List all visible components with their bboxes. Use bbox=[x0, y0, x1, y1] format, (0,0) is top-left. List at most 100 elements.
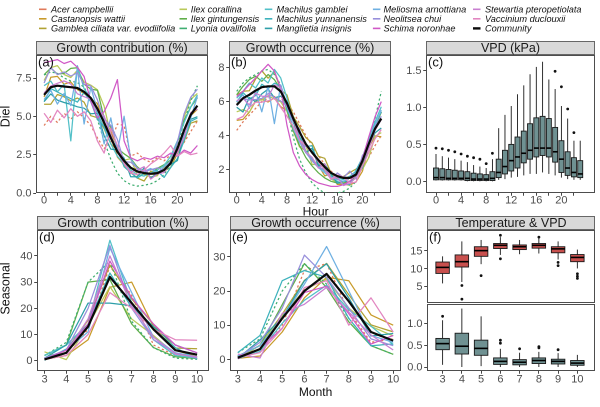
svg-text:9: 9 bbox=[555, 374, 561, 386]
svg-text:Machilus yunnanensis: Machilus yunnanensis bbox=[277, 14, 368, 24]
svg-text:8: 8 bbox=[218, 62, 224, 74]
svg-text:4: 4 bbox=[458, 195, 464, 207]
svg-text:4: 4 bbox=[218, 130, 224, 142]
svg-text:Community: Community bbox=[485, 24, 533, 34]
svg-text:10: 10 bbox=[20, 329, 32, 341]
svg-text:20: 20 bbox=[20, 303, 32, 315]
svg-text:0.0: 0.0 bbox=[407, 362, 422, 374]
svg-text:20: 20 bbox=[171, 195, 183, 207]
svg-text:40: 40 bbox=[20, 250, 32, 262]
svg-text:Hour: Hour bbox=[303, 205, 329, 219]
svg-text:9: 9 bbox=[368, 374, 374, 386]
svg-text:16: 16 bbox=[530, 195, 542, 207]
svg-text:7: 7 bbox=[324, 374, 330, 386]
svg-text:8: 8 bbox=[483, 195, 489, 207]
svg-text:0.5: 0.5 bbox=[406, 139, 421, 151]
svg-text:Ilex corallina: Ilex corallina bbox=[191, 5, 242, 15]
svg-text:0: 0 bbox=[433, 195, 439, 207]
svg-text:2.5: 2.5 bbox=[16, 149, 31, 161]
svg-text:16: 16 bbox=[145, 195, 157, 207]
svg-text:Growth occurrence (%): Growth occurrence (%) bbox=[246, 41, 375, 55]
svg-text:20: 20 bbox=[555, 195, 567, 207]
svg-text:3: 3 bbox=[41, 374, 47, 386]
svg-text:3: 3 bbox=[235, 374, 241, 386]
svg-text:20: 20 bbox=[213, 286, 225, 298]
svg-text:4: 4 bbox=[259, 195, 265, 207]
svg-text:Lyonia ovalifolia: Lyonia ovalifolia bbox=[191, 24, 256, 34]
svg-text:7: 7 bbox=[517, 374, 523, 386]
svg-text:Neolitsea chui: Neolitsea chui bbox=[384, 14, 443, 24]
svg-text:5: 5 bbox=[478, 374, 484, 386]
svg-text:8: 8 bbox=[536, 374, 542, 386]
svg-text:7: 7 bbox=[129, 374, 135, 386]
svg-text:Manglietia insignis: Manglietia insignis bbox=[277, 24, 352, 34]
svg-text:5: 5 bbox=[416, 281, 422, 293]
svg-text:0: 0 bbox=[41, 195, 47, 207]
svg-text:6: 6 bbox=[218, 96, 224, 108]
svg-text:20: 20 bbox=[356, 195, 368, 207]
svg-text:Gamblea ciliata var. evodiifol: Gamblea ciliata var. evodiifolia bbox=[51, 24, 175, 34]
svg-text:0: 0 bbox=[26, 355, 32, 367]
svg-text:5: 5 bbox=[279, 374, 285, 386]
svg-text:VPD (kPa): VPD (kPa) bbox=[481, 41, 540, 55]
svg-text:8: 8 bbox=[94, 195, 100, 207]
svg-text:(d): (d) bbox=[39, 230, 55, 245]
svg-text:7.5: 7.5 bbox=[16, 73, 31, 85]
svg-text:16: 16 bbox=[331, 195, 343, 207]
svg-text:4: 4 bbox=[63, 374, 69, 386]
svg-text:Seasonal: Seasonal bbox=[0, 262, 13, 314]
svg-text:30: 30 bbox=[20, 277, 32, 289]
svg-text:Schima noronhae: Schima noronhae bbox=[384, 24, 456, 34]
svg-text:4: 4 bbox=[459, 374, 465, 386]
svg-text:0: 0 bbox=[234, 195, 240, 207]
svg-text:4: 4 bbox=[257, 374, 263, 386]
svg-text:Temperature & VPD: Temperature & VPD bbox=[455, 216, 566, 230]
svg-text:10: 10 bbox=[571, 374, 583, 386]
svg-text:(f): (f) bbox=[429, 230, 441, 245]
svg-text:4: 4 bbox=[68, 195, 74, 207]
svg-text:Castanopsis wattii: Castanopsis wattii bbox=[51, 14, 126, 24]
svg-text:9: 9 bbox=[172, 374, 178, 386]
svg-text:3: 3 bbox=[440, 374, 446, 386]
svg-text:12: 12 bbox=[306, 195, 318, 207]
svg-text:(a): (a) bbox=[38, 55, 54, 70]
svg-text:10: 10 bbox=[191, 374, 203, 386]
svg-text:5: 5 bbox=[85, 374, 91, 386]
svg-text:12: 12 bbox=[118, 195, 130, 207]
svg-text:Growth contribution (%): Growth contribution (%) bbox=[56, 41, 187, 55]
svg-text:6: 6 bbox=[107, 374, 113, 386]
svg-text:Growth contribution (%): Growth contribution (%) bbox=[57, 216, 188, 230]
svg-text:1.5: 1.5 bbox=[406, 65, 421, 77]
svg-text:5.0: 5.0 bbox=[16, 111, 31, 123]
svg-text:Month: Month bbox=[299, 385, 332, 399]
svg-text:8: 8 bbox=[284, 195, 290, 207]
svg-text:Meliosma arnottiana: Meliosma arnottiana bbox=[384, 5, 467, 15]
svg-text:0.5: 0.5 bbox=[407, 340, 422, 352]
svg-text:0: 0 bbox=[219, 354, 225, 366]
svg-text:1.0: 1.0 bbox=[406, 102, 421, 114]
svg-text:Machilus gamblei: Machilus gamblei bbox=[277, 5, 349, 15]
svg-text:Ilex gintungensis: Ilex gintungensis bbox=[191, 14, 260, 24]
svg-text:8: 8 bbox=[150, 374, 156, 386]
svg-text:30: 30 bbox=[213, 251, 225, 263]
svg-text:10: 10 bbox=[387, 374, 399, 386]
svg-text:0.0: 0.0 bbox=[406, 176, 421, 188]
svg-text:2: 2 bbox=[218, 164, 224, 176]
svg-text:0.0: 0.0 bbox=[16, 188, 31, 200]
svg-text:(e): (e) bbox=[232, 230, 248, 245]
svg-text:8: 8 bbox=[346, 374, 352, 386]
svg-text:15: 15 bbox=[410, 246, 422, 258]
svg-text:12: 12 bbox=[505, 195, 517, 207]
svg-text:Growth occurrence (%): Growth occurrence (%) bbox=[251, 216, 380, 230]
svg-text:Vaccinium duclouxii: Vaccinium duclouxii bbox=[485, 14, 566, 24]
svg-text:6: 6 bbox=[301, 374, 307, 386]
svg-text:Acer campbellii: Acer campbellii bbox=[50, 5, 114, 15]
svg-text:10: 10 bbox=[213, 320, 225, 332]
svg-text:Stewartia pteropetiolata: Stewartia pteropetiolata bbox=[485, 5, 582, 15]
svg-text:10: 10 bbox=[410, 263, 422, 275]
svg-text:Diel: Diel bbox=[0, 106, 13, 128]
svg-text:(b): (b) bbox=[231, 55, 247, 70]
svg-text:6: 6 bbox=[497, 374, 503, 386]
svg-text:(c): (c) bbox=[428, 55, 443, 70]
svg-text:1.0: 1.0 bbox=[407, 318, 422, 330]
